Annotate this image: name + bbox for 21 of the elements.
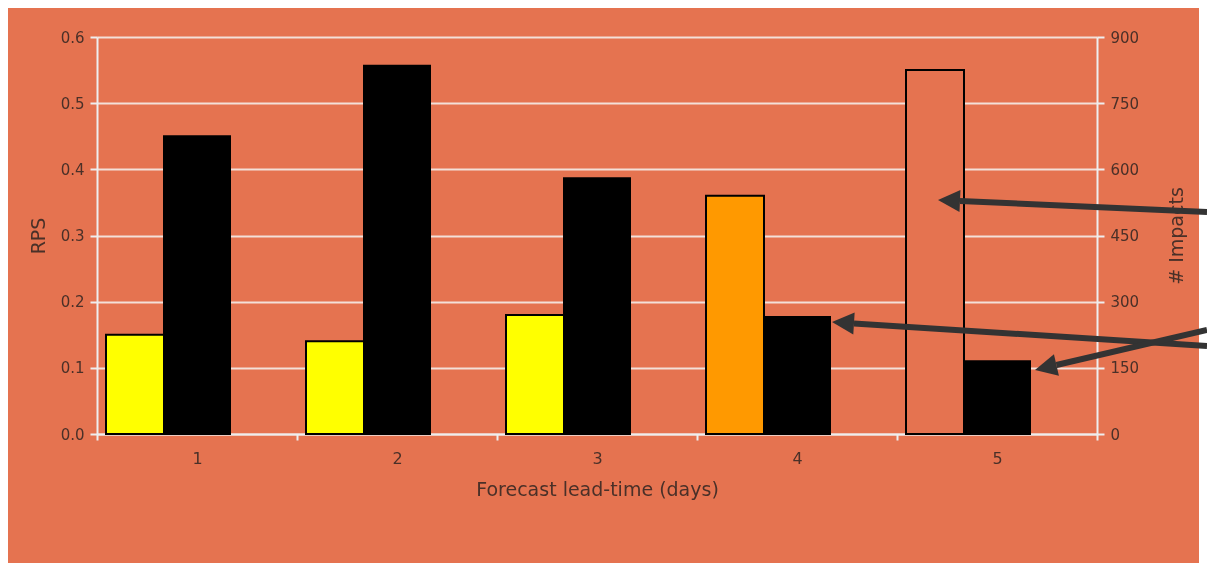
y-tick-label: 0.5 (60, 94, 85, 113)
x-tick-label: 2 (392, 448, 403, 468)
y-tick-label: 0.4 (60, 160, 85, 179)
y-tick-label: 0.6 (60, 28, 85, 47)
y2-tick-label: 150 (1110, 359, 1140, 378)
y2-tick-label: 450 (1110, 227, 1140, 245)
y-tick-label: 0.1 (60, 359, 85, 378)
y-tick-label: 0.2 (60, 293, 85, 312)
x-tick-label: 1 (192, 448, 203, 468)
y2-tick-label: 0 (1110, 425, 1121, 444)
y-axis-title: RPS (26, 217, 49, 255)
x-tick-label: 4 (792, 448, 803, 468)
y2-tick-label: 750 (1110, 94, 1140, 113)
y2-tick-label: 600 (1110, 160, 1140, 179)
x-tick-label: 3 (592, 448, 603, 468)
y-tick-label: 0.0 (60, 425, 85, 444)
x-axis-title: Forecast lead-time (days) (476, 477, 719, 500)
x-tick-label: 5 (992, 448, 1003, 468)
y2-tick-label: 300 (1110, 293, 1140, 312)
y2-tick-label: 900 (1110, 28, 1140, 47)
y-tick-label: 0.3 (60, 227, 85, 245)
